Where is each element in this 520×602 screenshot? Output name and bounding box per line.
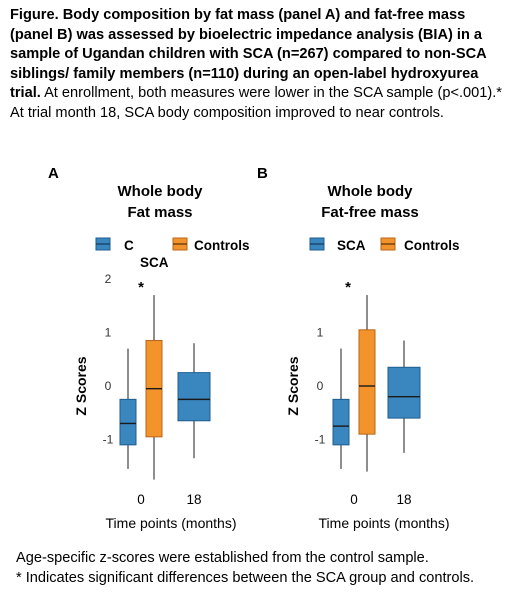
panel-a-xlabel: Time points (months) xyxy=(106,515,237,531)
panel-b-box-sca-0 xyxy=(332,398,350,446)
panel-b-ytick--1: -1 xyxy=(315,433,326,447)
panel-a-title-line2: Fat mass xyxy=(127,204,192,221)
caption-bold: Figure. Body composition by fat mass (pa… xyxy=(10,7,487,101)
panel-b-xtick-18: 18 xyxy=(396,492,411,507)
panel-a-ytick--1: -1 xyxy=(103,433,114,447)
panel-a-legend-controls-label: Controls xyxy=(194,238,250,253)
panel-b-ylabel: Z Scores xyxy=(285,356,301,415)
caption-normal: At enrollment, both measures were lower … xyxy=(10,85,502,121)
panel-b-legend-sca-label: SCA xyxy=(337,238,366,253)
panel-a-title-line1: Whole body xyxy=(118,183,204,200)
panel-b-letter: B xyxy=(257,165,268,182)
panel-b-legend-controls-label: Controls xyxy=(404,238,460,253)
panel-a-box-sca-0 xyxy=(119,398,137,446)
panel-a-box-sca-18 xyxy=(177,372,211,422)
panel-a-ytick-1: 1 xyxy=(105,326,112,340)
footnote-line-2: * Indicates significant differences betw… xyxy=(16,570,475,586)
panel-b-significance-star: * xyxy=(345,279,351,296)
panel-a-ylabel: Z Scores xyxy=(73,356,89,415)
panel-a-significance-star: * xyxy=(138,279,144,296)
panel-a-xtick-0: 0 xyxy=(137,492,145,507)
footnote: Age-specific z-scores were established f… xyxy=(16,548,516,588)
panel-b-xtick-0: 0 xyxy=(350,492,358,507)
panel-a-legend-sca-label: C xyxy=(124,238,134,253)
panel-b-box-sca-18 xyxy=(387,366,421,419)
panel-b-box-controls-0 xyxy=(358,329,376,435)
panel-a-xtick-18: 18 xyxy=(186,492,201,507)
panel-a-ytick-2: 2 xyxy=(105,272,112,286)
panel-a-legend-sca-extra: SCA xyxy=(140,255,169,270)
panel-b-ytick-0: 0 xyxy=(317,379,324,393)
panel-a-letter: A xyxy=(48,165,59,182)
panel-b-title-line2: Fat-free mass xyxy=(321,204,419,221)
figure-caption: Figure. Body composition by fat mass (pa… xyxy=(10,6,512,123)
panel-b-xlabel: Time points (months) xyxy=(319,515,450,531)
footnote-line-1: Age-specific z-scores were established f… xyxy=(16,550,429,566)
panel-a-ytick-0: 0 xyxy=(105,379,112,393)
panel-b-ytick-1: 1 xyxy=(317,326,324,340)
panel-b-title-line1: Whole body xyxy=(328,183,414,200)
